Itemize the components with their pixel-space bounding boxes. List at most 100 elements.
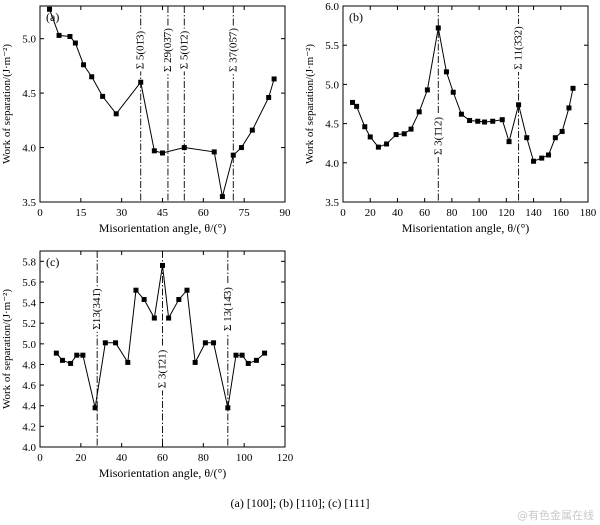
data-point (100, 93, 106, 99)
data-point (362, 124, 368, 130)
data-point (524, 135, 530, 141)
data-point (202, 340, 208, 346)
data-point (559, 128, 565, 134)
data-point (192, 359, 198, 365)
data-point (253, 357, 259, 363)
y-tick-label: 4.5 (325, 119, 339, 131)
data-point (566, 105, 572, 111)
data-point (92, 405, 98, 411)
y-tick-label: 5.4 (22, 298, 36, 310)
annotation-label-bg (431, 114, 446, 158)
data-point (384, 141, 390, 147)
data-point (125, 359, 131, 365)
data-point (458, 111, 464, 117)
y-tick-label: 5.0 (325, 79, 339, 91)
data-point (435, 25, 441, 31)
annotation-label: Σ 5(01̄3) (135, 30, 147, 69)
x-tick-label: 20 (75, 452, 87, 464)
data-point (151, 315, 157, 321)
plot-frame (342, 5, 589, 203)
panel-label: (c) (46, 255, 59, 269)
data-point (68, 360, 74, 366)
data-point (249, 127, 255, 133)
data-point (245, 360, 251, 366)
data-point (239, 352, 245, 358)
panel-c: 0 20 40 60 80 100 120 4.0 4.2 4.4 4.6 4.8 5.0 5.2 5.4 5… (1, 250, 294, 480)
x-axis-label: Misorientation angle, θ/(°) (99, 466, 227, 480)
x-tick-label: 90 (280, 207, 292, 219)
y-axis-label: Work of separation/(J·m⁻²) (304, 44, 316, 164)
data-point (266, 94, 272, 100)
data-point (238, 145, 244, 151)
y-tick-label: 4.4 (22, 401, 36, 413)
data-point (393, 132, 399, 138)
data-point (401, 131, 407, 137)
data-point (211, 340, 217, 346)
x-tick-label: 100 (236, 452, 253, 464)
data-point (375, 144, 381, 150)
data-point (151, 148, 157, 154)
y-tick-label: 4.0 (22, 143, 36, 155)
data-point (133, 287, 139, 293)
x-tick-label: 0 (37, 207, 43, 219)
x-tick-label: 75 (239, 207, 251, 219)
y-tick-label: 3.5 (22, 197, 36, 209)
data-point (262, 350, 268, 356)
data-point (354, 103, 360, 109)
data-point (138, 79, 144, 85)
data-point (80, 352, 86, 358)
y-tick-label: 5.2 (22, 318, 36, 330)
data-point (499, 117, 505, 123)
x-tick-label: 45 (157, 207, 169, 219)
x-tick-label: 80 (446, 207, 458, 219)
x-tick-label: 180 (580, 207, 597, 219)
data-point (230, 152, 236, 158)
data-point (416, 109, 422, 115)
data-point (211, 149, 217, 155)
data-point (546, 152, 552, 158)
x-tick-label: 80 (198, 452, 210, 464)
data-point (184, 287, 190, 293)
x-tick-label: 30 (116, 207, 128, 219)
annotation-label: Σ13(341̄) (91, 288, 103, 330)
data-point (367, 134, 373, 140)
data-point (67, 33, 73, 39)
y-tick-label: 4.0 (22, 442, 36, 454)
data-point (408, 126, 414, 132)
y-tick-label: 4.2 (22, 421, 36, 433)
series-line (352, 27, 574, 162)
y-tick-label: 3.5 (325, 197, 339, 209)
x-tick-label: 160 (553, 207, 570, 219)
x-axis-label: Misorientation angle, θ/(°) (402, 221, 530, 235)
x-axis-label: Misorientation angle, θ/(°) (99, 221, 227, 235)
annotation-label: Σ 37(05̄7) (227, 28, 239, 72)
y-tick-label: 4.8 (22, 359, 36, 371)
annotation-label: Σ 3(1̄21) (157, 349, 169, 388)
data-point (141, 296, 147, 302)
data-point (166, 315, 172, 321)
data-point (89, 74, 95, 80)
data-point (72, 40, 78, 46)
data-point (219, 194, 225, 200)
y-tick-label: 4.0 (325, 158, 339, 170)
data-point (490, 118, 496, 124)
annotation-label: Σ 11(3̄32) (513, 26, 525, 70)
data-point (225, 405, 231, 411)
y-tick-label: 5.0 (22, 339, 36, 351)
data-point (516, 102, 522, 108)
y-tick-label: 5.6 (22, 277, 36, 289)
data-point (350, 99, 356, 105)
data-point (539, 155, 545, 161)
x-tick-label: 0 (37, 452, 43, 464)
data-point (482, 119, 488, 125)
data-point (570, 85, 576, 91)
x-tick-label: 120 (498, 207, 515, 219)
annotation-label-bg (90, 286, 105, 332)
x-tick-label: 100 (471, 207, 488, 219)
y-tick-label: 5.5 (325, 40, 339, 52)
annotation-label-bg (155, 347, 170, 391)
y-tick-label: 4.5 (22, 88, 36, 100)
y-axis-label: Work of separation/(J·m⁻²) (1, 44, 13, 164)
panel-a: 0 15 30 45 60 75 90 3.5 4.0 4.5 5.0 Misorientation … (1, 5, 292, 235)
